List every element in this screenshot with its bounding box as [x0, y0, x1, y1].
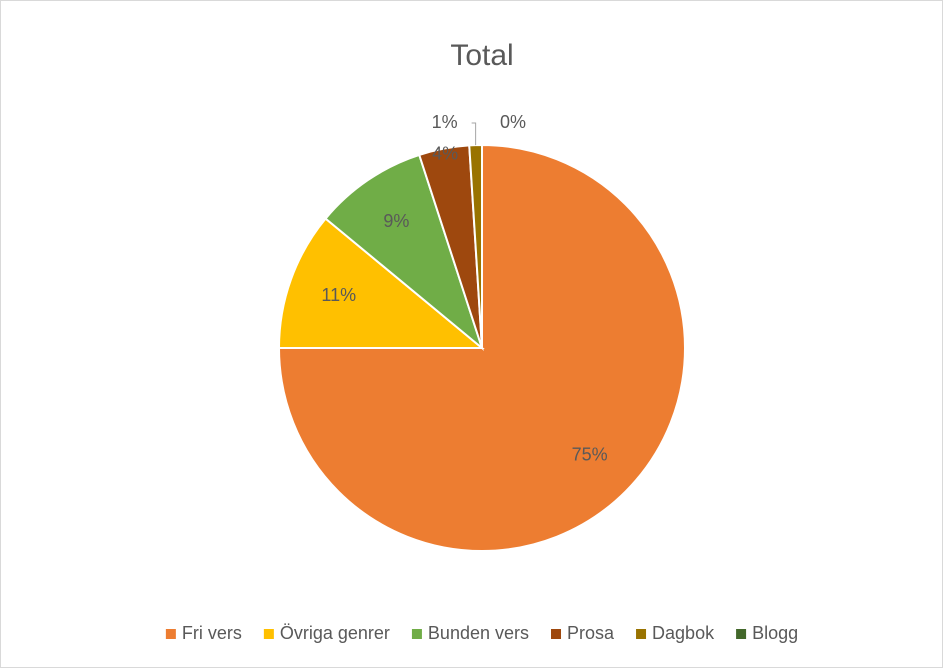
data-label: 4%: [432, 143, 458, 163]
data-label: 75%: [572, 444, 608, 464]
legend-label: Prosa: [567, 623, 615, 643]
data-label: 9%: [383, 211, 409, 231]
legend-label: Övriga genrer: [280, 623, 390, 643]
legend-label: Blogg: [752, 623, 798, 643]
data-label: 11%: [321, 285, 356, 305]
leader-line: [471, 122, 477, 146]
legend-swatch: [263, 629, 274, 639]
legend-label: Fri vers: [182, 623, 242, 643]
pie-slice: [277, 217, 485, 349]
legend-swatch: [636, 629, 647, 639]
legend-label: Dagbok: [652, 623, 715, 643]
chart-title: Total: [450, 39, 513, 72]
legend-swatch: [551, 629, 562, 639]
legend-label: Bunden vers: [428, 623, 529, 643]
data-label: 1%: [432, 112, 458, 132]
legend-swatch: [165, 629, 176, 639]
pie-slice: [324, 153, 485, 351]
legend-swatch: [411, 629, 422, 639]
data-label: 0%: [500, 112, 526, 132]
legend-swatch: [736, 629, 747, 639]
